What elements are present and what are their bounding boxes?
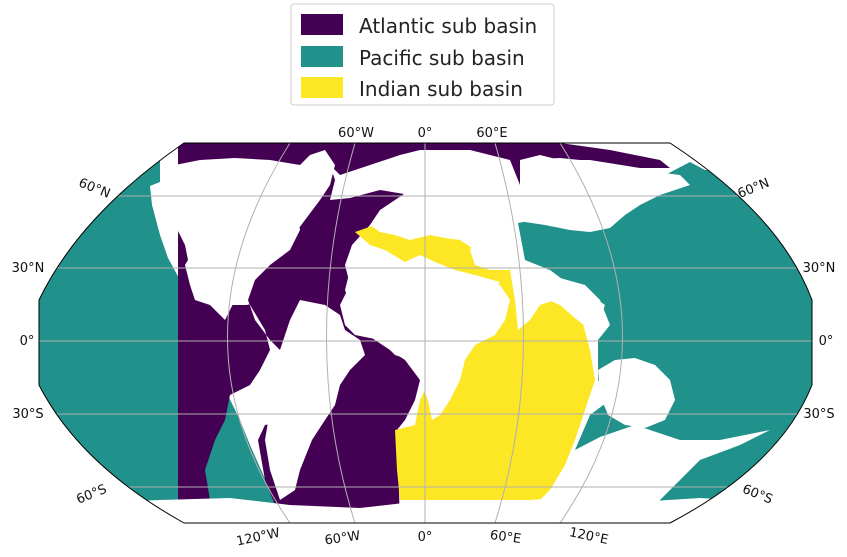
legend-frame — [290, 3, 555, 106]
top-lon-label: 60°E — [476, 126, 507, 141]
graticule — [39, 143, 812, 523]
legend: Atlantic sub basin Pacific sub basin Ind… — [290, 3, 555, 106]
land-asia — [520, 158, 690, 232]
top-lon-label: 0° — [418, 126, 433, 141]
right-lat-label: 60°S — [740, 482, 775, 508]
bottom-lon-label: 60°E — [489, 528, 522, 547]
map-body — [39, 143, 812, 523]
legend-label-pacific: Pacific sub basin — [359, 46, 525, 70]
left-lat-label: 30°N — [12, 261, 45, 276]
bottom-lon-label: 120°E — [568, 525, 610, 548]
right-lat-label: 30°N — [803, 261, 836, 276]
bottom-lon-label: 60°W — [324, 529, 362, 549]
pacific-basin-east — [518, 162, 812, 523]
right-lat-label: 30°S — [803, 407, 834, 422]
legend-swatch-pacific — [301, 46, 343, 67]
left-lat-label: 30°S — [12, 407, 43, 422]
land-africa-europe — [370, 150, 525, 250]
left-lat-label: 60°N — [76, 176, 112, 202]
left-lat-label: 0° — [20, 334, 35, 349]
map-outline — [38, 142, 813, 524]
right-lat-label: 60°N — [736, 176, 772, 202]
land-australia — [598, 358, 675, 428]
bottom-lon-label: 0° — [418, 530, 433, 545]
right-lat-label: 0° — [819, 334, 834, 349]
legend-label-indian: Indian sub basin — [359, 77, 523, 101]
legend-swatch-atlantic — [301, 14, 343, 35]
bottom-lon-label: 120°W — [235, 526, 281, 550]
legend-swatch-indian — [301, 77, 343, 98]
left-lat-label: 60°S — [74, 482, 109, 508]
legend-label-atlantic: Atlantic sub basin — [359, 14, 537, 38]
land-india-se-asia — [525, 262, 605, 330]
indian-basin — [355, 205, 595, 500]
land-south-america — [265, 300, 365, 500]
top-lon-label: 60°W — [338, 126, 374, 141]
